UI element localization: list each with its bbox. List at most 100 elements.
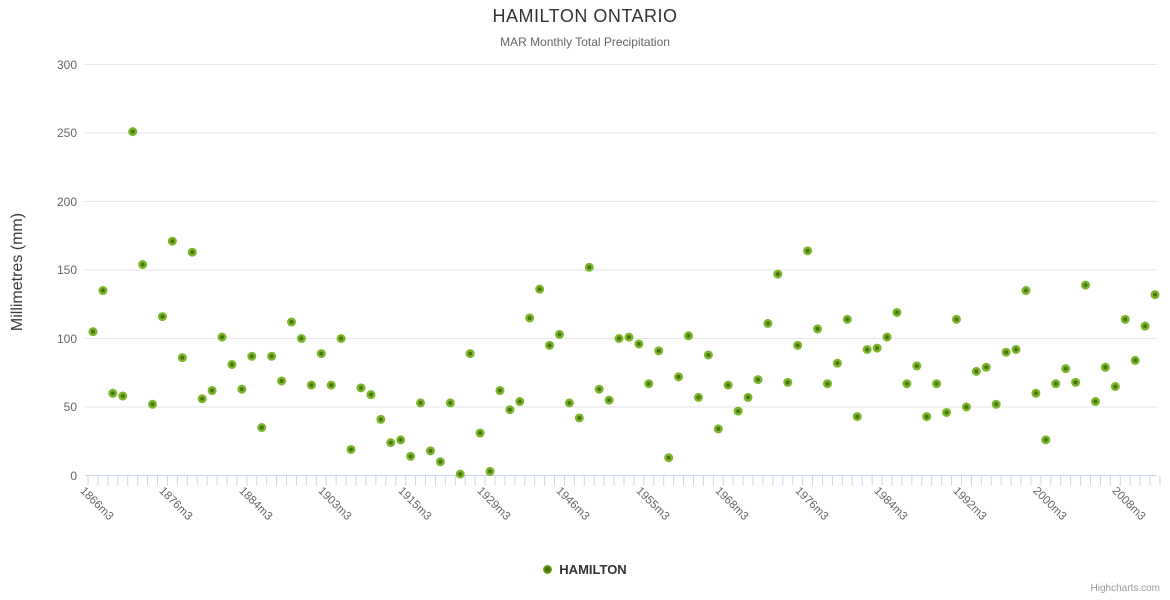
- data-point[interactable]: [545, 340, 555, 350]
- data-point[interactable]: [1081, 280, 1091, 290]
- data-point[interactable]: [326, 380, 336, 390]
- data-point[interactable]: [684, 331, 694, 341]
- data-point[interactable]: [267, 351, 277, 361]
- data-point[interactable]: [445, 398, 455, 408]
- data-point[interactable]: [942, 407, 952, 417]
- data-point[interactable]: [157, 312, 167, 322]
- data-point[interactable]: [1140, 321, 1150, 331]
- data-point[interactable]: [118, 391, 128, 401]
- data-point[interactable]: [425, 446, 435, 456]
- data-point[interactable]: [902, 379, 912, 389]
- data-point[interactable]: [822, 379, 832, 389]
- data-point[interactable]: [336, 334, 346, 343]
- data-point[interactable]: [356, 383, 366, 393]
- data-point[interactable]: [1021, 286, 1031, 296]
- data-point[interactable]: [554, 329, 564, 339]
- data-point[interactable]: [247, 351, 257, 361]
- data-point[interactable]: [1001, 347, 1011, 357]
- data-point[interactable]: [892, 307, 902, 317]
- data-point[interactable]: [296, 334, 306, 343]
- data-point[interactable]: [604, 395, 614, 405]
- data-point[interactable]: [674, 372, 684, 382]
- data-point[interactable]: [594, 384, 604, 394]
- data-point[interactable]: [287, 317, 297, 327]
- data-point[interactable]: [376, 414, 386, 424]
- data-point[interactable]: [515, 397, 525, 407]
- data-point[interactable]: [316, 349, 326, 359]
- data-point[interactable]: [485, 466, 495, 476]
- data-point[interactable]: [703, 350, 713, 360]
- data-point[interactable]: [624, 332, 634, 342]
- data-point[interactable]: [138, 260, 148, 270]
- data-point[interactable]: [743, 392, 753, 402]
- data-point[interactable]: [187, 247, 197, 257]
- data-point[interactable]: [584, 262, 594, 272]
- data-point[interactable]: [991, 399, 1001, 409]
- data-point[interactable]: [366, 390, 376, 400]
- data-point[interactable]: [912, 361, 922, 371]
- data-point[interactable]: [128, 127, 138, 137]
- data-point[interactable]: [932, 379, 942, 389]
- data-point[interactable]: [306, 380, 316, 390]
- data-point[interactable]: [872, 343, 882, 353]
- data-point[interactable]: [1011, 344, 1021, 354]
- data-point[interactable]: [753, 375, 763, 385]
- data-point[interactable]: [167, 236, 177, 246]
- data-point[interactable]: [277, 376, 287, 386]
- data-point[interactable]: [435, 457, 445, 467]
- data-point[interactable]: [1031, 388, 1041, 398]
- data-point[interactable]: [505, 405, 515, 415]
- data-point[interactable]: [614, 334, 624, 343]
- data-point[interactable]: [217, 332, 227, 342]
- data-point[interactable]: [237, 384, 247, 394]
- data-point[interactable]: [803, 246, 813, 256]
- data-point[interactable]: [535, 284, 545, 294]
- data-point[interactable]: [961, 402, 971, 412]
- data-point[interactable]: [882, 332, 892, 342]
- data-point[interactable]: [574, 413, 584, 423]
- data-point[interactable]: [654, 346, 664, 356]
- data-point[interactable]: [664, 453, 674, 463]
- data-point[interactable]: [197, 394, 207, 404]
- data-point[interactable]: [257, 423, 267, 433]
- data-point[interactable]: [416, 398, 426, 408]
- data-point[interactable]: [1071, 377, 1081, 387]
- data-point[interactable]: [207, 386, 217, 396]
- data-point[interactable]: [713, 424, 723, 434]
- data-point[interactable]: [108, 388, 118, 398]
- data-point[interactable]: [842, 314, 852, 324]
- data-point[interactable]: [832, 358, 842, 368]
- highcharts-credit-link[interactable]: Highcharts.com: [1090, 583, 1160, 594]
- data-point[interactable]: [693, 392, 703, 402]
- data-point[interactable]: [455, 469, 465, 479]
- data-point[interactable]: [862, 344, 872, 354]
- data-point[interactable]: [386, 438, 396, 448]
- data-point[interactable]: [525, 313, 535, 323]
- data-point[interactable]: [1110, 381, 1120, 391]
- data-point[interactable]: [227, 360, 237, 370]
- data-point[interactable]: [396, 435, 406, 445]
- data-point[interactable]: [644, 379, 654, 389]
- data-point[interactable]: [465, 349, 475, 359]
- data-point[interactable]: [346, 444, 356, 454]
- data-point[interactable]: [495, 386, 505, 396]
- data-point[interactable]: [1051, 379, 1061, 389]
- data-point[interactable]: [1130, 355, 1140, 365]
- data-point[interactable]: [1090, 397, 1100, 407]
- data-point[interactable]: [1150, 290, 1160, 300]
- data-point[interactable]: [763, 318, 773, 328]
- data-point[interactable]: [148, 399, 158, 409]
- data-point[interactable]: [733, 406, 743, 416]
- data-point[interactable]: [981, 362, 991, 372]
- data-point[interactable]: [88, 327, 98, 337]
- data-point[interactable]: [1041, 435, 1051, 445]
- data-point[interactable]: [475, 428, 485, 438]
- data-point[interactable]: [813, 324, 823, 334]
- legend-item-hamilton[interactable]: HAMILTON: [0, 562, 1170, 577]
- data-point[interactable]: [852, 412, 862, 422]
- data-point[interactable]: [177, 353, 187, 363]
- data-point[interactable]: [793, 340, 803, 350]
- data-point[interactable]: [634, 339, 644, 349]
- data-point[interactable]: [98, 286, 108, 296]
- data-point[interactable]: [564, 398, 574, 408]
